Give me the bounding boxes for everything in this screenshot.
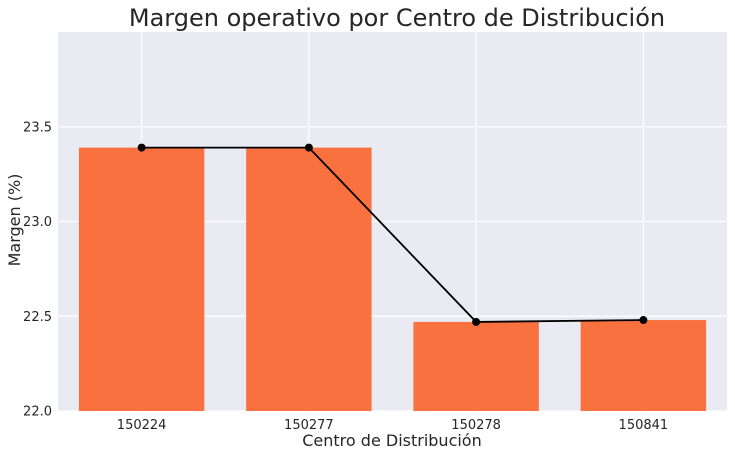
line-point-150277 <box>304 143 313 152</box>
chart-title: Margen operativo por Centro de Distribuc… <box>129 4 665 32</box>
line-point-150278 <box>472 317 481 326</box>
y-tick-label: 23.0 <box>23 215 52 230</box>
y-axis-label: Margen (%) <box>5 174 24 267</box>
x-tick-label: 150277 <box>284 418 334 433</box>
line-point-150841 <box>639 316 648 325</box>
y-tick-labels: 22.0 22.5 23.0 23.5 <box>23 120 52 419</box>
x-tick-label: 150224 <box>117 418 167 433</box>
x-tick-label: 150841 <box>619 418 669 433</box>
x-axis-label: Centro de Distribución <box>302 431 481 450</box>
line-series <box>137 143 648 326</box>
bars <box>78 147 707 411</box>
line-point-150224 <box>137 143 146 152</box>
line-path <box>141 146 644 323</box>
bar-150277 <box>246 147 372 411</box>
x-tick-labels: 150224 150277 150278 150841 <box>117 418 668 433</box>
bar-150278 <box>413 321 539 411</box>
y-tick-label: 22.5 <box>23 310 52 325</box>
bar-150841 <box>580 320 707 411</box>
y-tick-label: 23.5 <box>23 120 52 135</box>
y-tick-label: 22.0 <box>23 405 52 420</box>
x-tick-label: 150278 <box>451 418 501 433</box>
bar-150224 <box>78 147 205 411</box>
